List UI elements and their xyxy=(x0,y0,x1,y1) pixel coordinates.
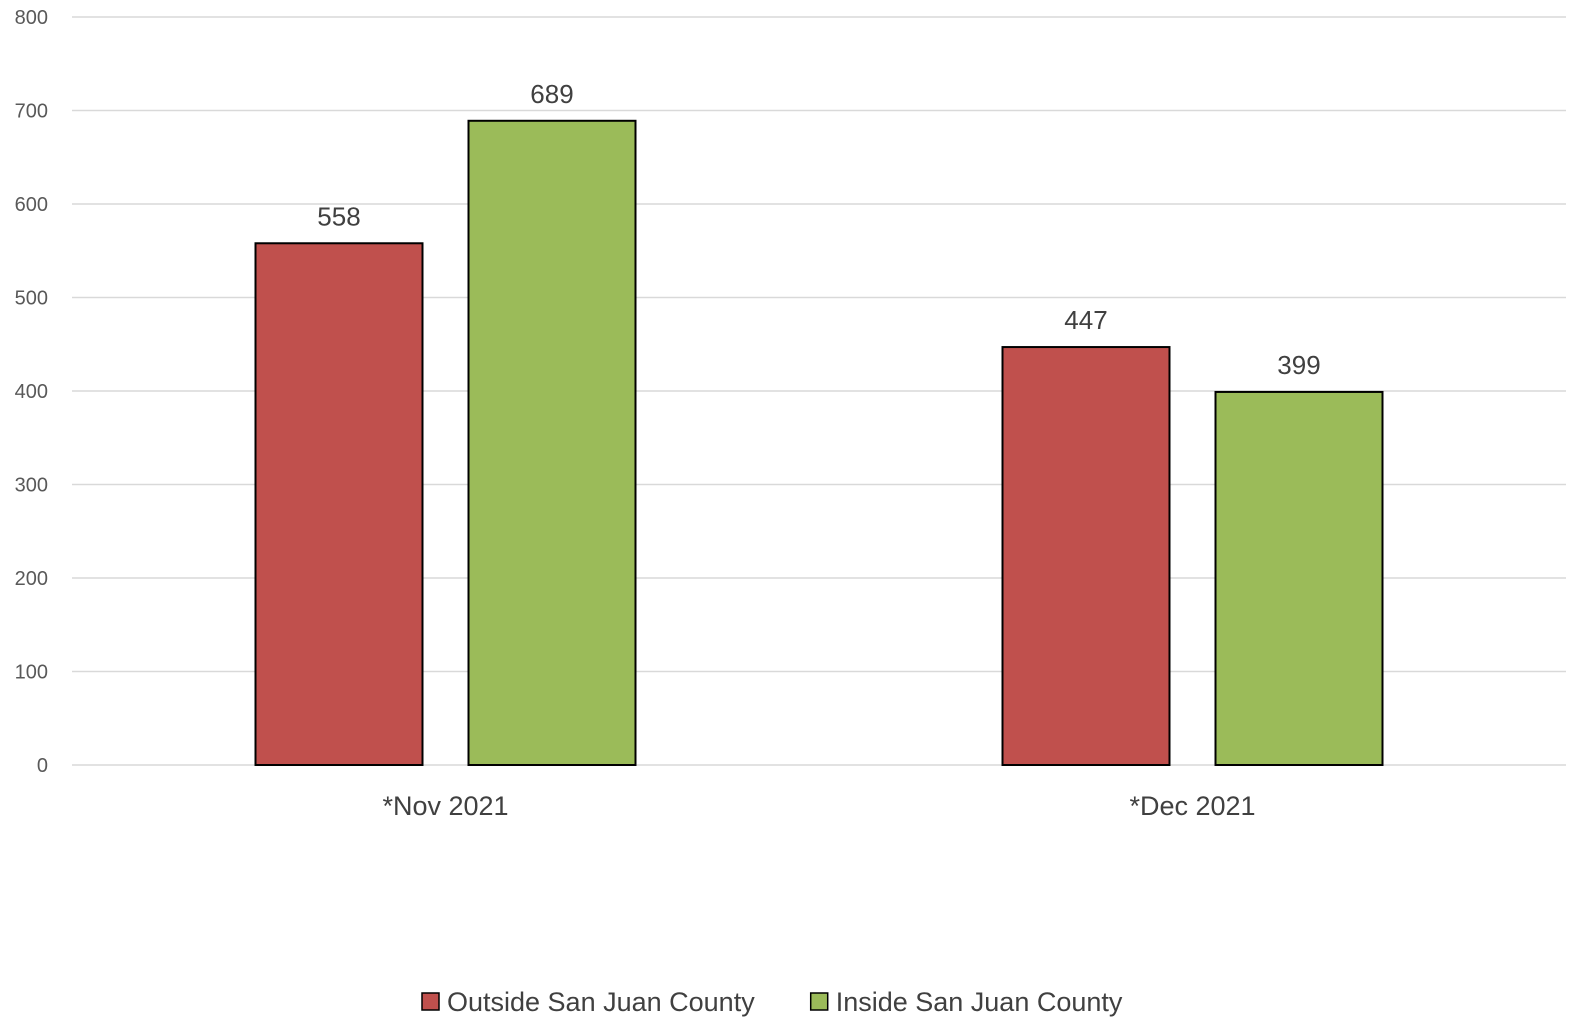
y-tick-label: 700 xyxy=(15,101,48,123)
legend-swatch xyxy=(809,992,829,1011)
data-label: 399 xyxy=(1277,350,1320,380)
bars xyxy=(254,119,1384,767)
data-label: 447 xyxy=(1064,305,1107,335)
legend-item-outside: Outside San Juan County xyxy=(421,987,755,1017)
y-tick-label: 200 xyxy=(15,568,48,590)
legend-swatch xyxy=(421,992,440,1011)
bar-outside-2 xyxy=(1001,346,1171,766)
category-label: *Dec 2021 xyxy=(1129,791,1255,821)
legend-label: Inside San Juan County xyxy=(836,987,1123,1017)
legend: Outside San Juan County Inside San Juan C… xyxy=(421,987,1123,1017)
bar-inside-1 xyxy=(467,119,637,767)
data-labels: 558 689 447 399 xyxy=(317,79,1320,380)
y-tick-label: 800 xyxy=(15,7,48,29)
y-tick-label: 300 xyxy=(15,475,48,497)
data-label: 689 xyxy=(530,79,573,109)
y-tick-label: 0 xyxy=(37,755,48,777)
y-tick-label: 100 xyxy=(15,662,48,684)
bar-outside-1 xyxy=(254,242,424,766)
y-tick-label: 600 xyxy=(15,194,48,216)
bar-inside-2 xyxy=(1214,390,1384,766)
y-axis-tick-labels: 0 100 200 300 400 500 600 700 800 xyxy=(15,7,48,777)
category-label: *Nov 2021 xyxy=(382,791,508,821)
y-tick-label: 500 xyxy=(15,288,48,310)
x-axis-category-labels: *Nov 2021 *Dec 2021 xyxy=(382,791,1255,821)
y-tick-label: 400 xyxy=(15,381,48,403)
legend-item-inside: Inside San Juan County xyxy=(809,987,1123,1017)
legend-label: Outside San Juan County xyxy=(447,987,755,1017)
data-label: 558 xyxy=(317,201,360,231)
